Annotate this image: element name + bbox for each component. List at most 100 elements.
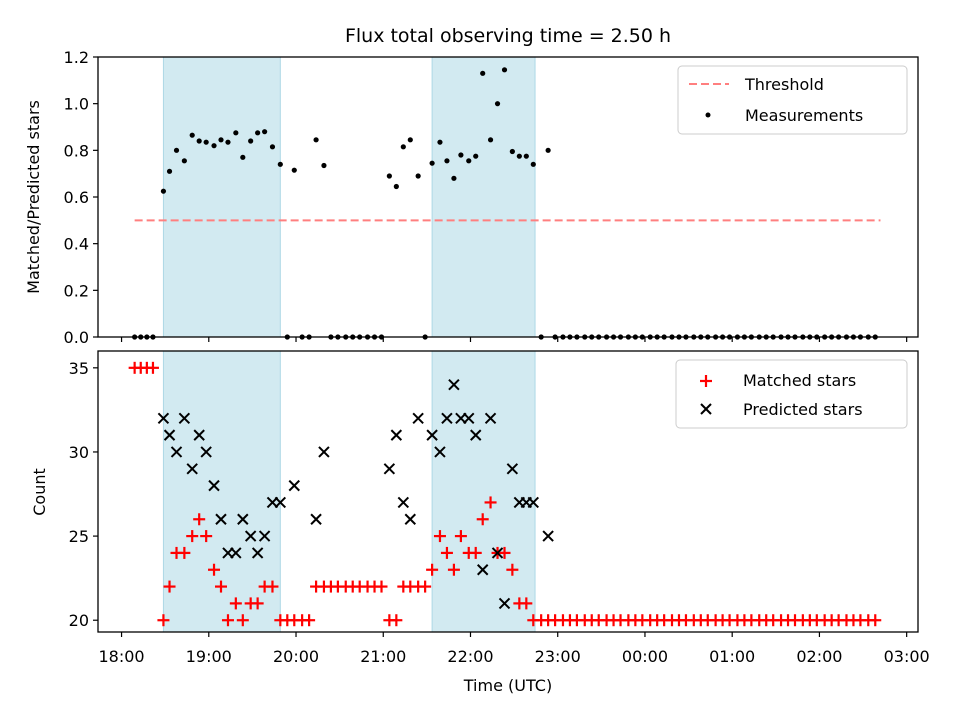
matched-star-point bbox=[303, 614, 316, 627]
matched-star-point bbox=[157, 614, 170, 627]
measurement-point bbox=[444, 158, 450, 164]
matched-star-point bbox=[229, 597, 242, 610]
measurements-legend-label: Measurements bbox=[745, 106, 863, 125]
predicted-star-point bbox=[404, 513, 417, 525]
measurement-point bbox=[181, 158, 187, 164]
measurement-point bbox=[291, 167, 297, 173]
predicted-star-point bbox=[170, 446, 183, 458]
y-tick-label: 0.2 bbox=[64, 281, 89, 300]
matched-star-point bbox=[869, 614, 882, 627]
x-tick-label: 21:00 bbox=[360, 647, 406, 666]
y-tick-label: 25 bbox=[69, 527, 89, 546]
y-tick-label: 0.0 bbox=[64, 328, 89, 347]
measurement-point bbox=[415, 173, 421, 179]
top-shaded-intervals bbox=[162, 56, 536, 338]
matched-star-point bbox=[163, 580, 176, 593]
measurement-point bbox=[218, 137, 224, 143]
measurement-point bbox=[321, 162, 327, 169]
measurement-point bbox=[407, 137, 413, 143]
bottom-legend: Matched stars Predicted stars bbox=[675, 359, 908, 429]
measurement-point bbox=[160, 188, 167, 194]
measurement-point bbox=[262, 129, 268, 135]
matched-star-point bbox=[447, 563, 460, 576]
matched-star-point bbox=[200, 530, 213, 543]
xlabel: Time (UTC) bbox=[463, 676, 552, 695]
top-x-ticks bbox=[120, 337, 908, 342]
measurement-point bbox=[203, 139, 209, 145]
measurement-point bbox=[269, 144, 276, 150]
measurement-point bbox=[458, 152, 464, 158]
measurement-point bbox=[509, 148, 515, 155]
bottom-legend-box bbox=[675, 359, 908, 429]
matched-star-point bbox=[251, 597, 264, 610]
measurement-point bbox=[451, 175, 457, 181]
measurement-point bbox=[487, 137, 494, 143]
bottom-x-ticks: 18:00 19:00 20:00 21:00 22:00 23:00 00:00 01:00… bbox=[98, 632, 930, 666]
bottom-panel: 20 25 30 35 18:00 19:00 20:00 21:00 22:00 23:00 0… bbox=[30, 350, 930, 695]
measurement-point bbox=[277, 161, 283, 167]
x-tick-label: 20:00 bbox=[273, 647, 319, 666]
predicted-star-point bbox=[448, 378, 460, 391]
measurement-point bbox=[393, 183, 399, 190]
measurement-point bbox=[386, 173, 392, 179]
measurements-legend-swatch bbox=[705, 112, 711, 118]
top-legend-box bbox=[677, 65, 908, 135]
measurement-point bbox=[545, 147, 551, 153]
matched-star-point bbox=[433, 530, 446, 543]
measurement-point bbox=[313, 137, 319, 143]
matched-star-point bbox=[426, 563, 439, 576]
predicted-star-point bbox=[470, 429, 482, 441]
y-tick-label: 30 bbox=[69, 443, 89, 462]
matched-star-point bbox=[390, 614, 403, 627]
predicted-star-point bbox=[476, 564, 489, 576]
y-tick-label: 1.0 bbox=[64, 95, 89, 114]
predicted-star-point bbox=[390, 429, 403, 441]
predicted-star-point bbox=[383, 463, 396, 475]
chart-title: Flux total observing time = 2.50 h bbox=[345, 25, 671, 47]
y-tick-label: 0.8 bbox=[64, 141, 89, 160]
x-tick-label: 01:00 bbox=[709, 647, 755, 666]
matched-legend-label: Matched stars bbox=[743, 371, 856, 390]
matched-star-point bbox=[186, 530, 199, 543]
y-tick-label: 20 bbox=[69, 611, 89, 630]
predicted-star-point bbox=[163, 429, 176, 441]
predicted-star-point bbox=[441, 412, 453, 425]
x-tick-label: 00:00 bbox=[622, 647, 668, 666]
measurement-point bbox=[501, 67, 508, 73]
measurement-point bbox=[480, 70, 486, 76]
matched-star-point bbox=[469, 546, 482, 559]
measurement-point bbox=[248, 138, 254, 144]
predicted-star-point bbox=[412, 412, 424, 425]
predicted-star-point bbox=[230, 547, 242, 559]
bottom-axes-frame bbox=[97, 350, 919, 633]
measurement-point bbox=[240, 154, 246, 160]
measurement-point bbox=[225, 139, 231, 145]
predicted-star-point bbox=[237, 513, 249, 525]
shaded-interval-1 bbox=[431, 350, 536, 633]
predicted-star-point bbox=[310, 513, 322, 525]
count-points bbox=[128, 361, 882, 627]
matched-star-point bbox=[419, 580, 432, 593]
predicted-star-point bbox=[258, 530, 271, 542]
y-tick-label: 1.2 bbox=[64, 48, 89, 67]
predicted-star-point bbox=[274, 496, 287, 509]
x-tick-label: 02:00 bbox=[796, 647, 842, 666]
matched-star-point bbox=[506, 563, 519, 576]
matched-star-point bbox=[193, 513, 206, 526]
matched-star-point bbox=[208, 563, 221, 576]
measurement-point bbox=[211, 143, 217, 149]
matched-legend-swatch bbox=[700, 375, 712, 387]
predicted-star-point bbox=[244, 530, 257, 542]
predicted-star-point bbox=[426, 429, 438, 441]
measurement-point bbox=[166, 168, 173, 174]
predicted-star-point bbox=[200, 446, 212, 458]
threshold-legend-label: Threshold bbox=[744, 75, 824, 94]
predicted-star-point bbox=[157, 412, 170, 425]
x-tick-label: 03:00 bbox=[884, 647, 930, 666]
x-tick-label: 18:00 bbox=[98, 647, 144, 666]
x-tick-label: 22:00 bbox=[447, 647, 493, 666]
predicted-star-point bbox=[208, 479, 220, 492]
matched-star-point bbox=[215, 580, 227, 593]
matched-star-point bbox=[498, 546, 511, 559]
